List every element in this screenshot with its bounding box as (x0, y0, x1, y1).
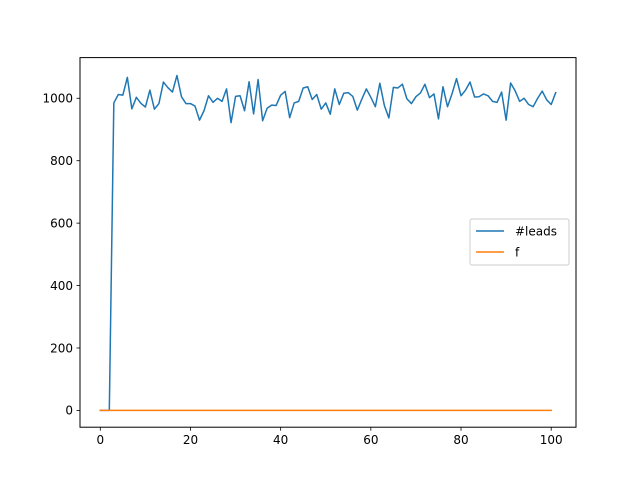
y-tick-label: 1000 (42, 92, 73, 106)
legend: #leads f (469, 218, 570, 266)
y-tick-label: 0 (65, 404, 73, 418)
y-tick-label: 200 (50, 341, 73, 355)
x-tick-label: 60 (363, 433, 378, 447)
axes-frame (79, 57, 577, 428)
y-tick-label: 400 (50, 279, 73, 293)
series-line-leads (99, 74, 557, 412)
legend-label-leads: #leads (515, 225, 557, 239)
x-tick-label: 0 (96, 433, 104, 447)
x-tick-label: 40 (273, 433, 288, 447)
plot-area (99, 74, 557, 412)
x-tick-label: 20 (183, 433, 198, 447)
legend-label-f: f (515, 246, 520, 260)
x-tick-label: 100 (540, 433, 563, 447)
y-tick-label: 600 (50, 216, 73, 230)
x-tick-label: 80 (453, 433, 468, 447)
y-tick-label: 800 (50, 154, 73, 168)
